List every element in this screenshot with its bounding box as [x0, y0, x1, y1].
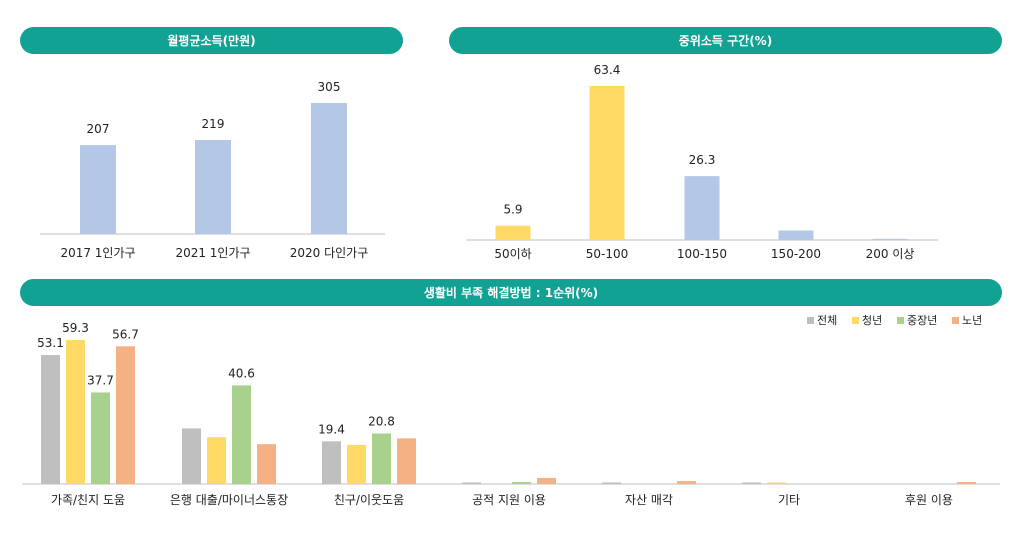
solution-bar-3-2: [397, 438, 416, 484]
median-bar-3: [778, 230, 814, 240]
legend-swatch-3: [952, 317, 959, 324]
income-category-label-0: 2017 1인가구: [60, 246, 135, 260]
solution-bar-0-3: [462, 482, 481, 484]
solution-value-label-0-0: 53.1: [37, 336, 64, 350]
income-bar-0: [80, 145, 116, 234]
solution-category-label-4: 자산 매각: [625, 493, 673, 507]
solution-bar-0-4: [602, 482, 621, 484]
solution-bar-3-4: [677, 481, 696, 484]
solution-bar-1-2: [347, 444, 366, 484]
solution-bar-1-1: [207, 437, 226, 484]
solution-value-label-1-0: 59.3: [62, 321, 89, 335]
solution-bar-1-0: [66, 340, 85, 484]
solution-category-label-3: 공적 지원 이용: [472, 493, 546, 507]
income-category-label-1: 2021 1인가구: [175, 246, 250, 260]
panel-header-monthly-income: 월평균소득(만원): [20, 27, 403, 54]
income-bar-1: [195, 139, 231, 234]
legend-swatch-2: [897, 317, 904, 324]
solution-bar-3-1: [257, 444, 276, 484]
solution-bar-2-1: [232, 385, 251, 484]
median-category-label-4: 200 이상: [866, 247, 915, 261]
income-category-label-2: 2020 다인가구: [290, 246, 369, 260]
legend-label-0: 전체: [817, 314, 837, 327]
legend-swatch-1: [852, 317, 859, 324]
legend-label-3: 노년: [962, 314, 982, 327]
panel-header-shortage-solution: 생활비 부족 해결방법 : 1순위(%): [20, 279, 1002, 306]
solution-value-label-2-1: 40.6: [228, 366, 255, 380]
solution-bar-0-0: [41, 355, 60, 484]
legend-swatch-0: [807, 317, 814, 324]
solution-category-label-5: 기타: [778, 493, 800, 507]
solution-value-label-2-2: 20.8: [368, 414, 395, 428]
solution-category-label-0: 가족/친지 도움: [51, 493, 125, 507]
median-bar-1: [589, 86, 625, 240]
solution-value-label-3-0: 56.7: [112, 327, 139, 341]
solution-category-label-2: 친구/이웃도움: [334, 493, 404, 507]
solution-bar-3-3: [537, 477, 556, 484]
solution-bar-0-2: [322, 441, 341, 484]
median-value-label-2: 26.3: [689, 153, 716, 167]
median-value-label-0: 5.9: [503, 203, 522, 217]
median-category-label-1: 50-100: [586, 247, 629, 261]
income-value-label-2: 305: [318, 80, 341, 94]
legend-label-1: 청년: [862, 314, 882, 327]
median-bar-2: [684, 176, 720, 240]
solution-bar-2-0: [91, 392, 110, 484]
solution-bar-3-6: [957, 482, 976, 484]
solution-category-label-6: 후원 이용: [905, 493, 953, 507]
median-category-label-2: 100-150: [677, 247, 727, 261]
income-bar-2: [311, 103, 347, 234]
solution-bar-0-1: [182, 428, 201, 484]
median-category-label-0: 50이하: [494, 247, 531, 261]
legend-label-2: 중장년: [907, 314, 937, 327]
solution-value-label-0-2: 19.4: [318, 422, 345, 436]
median-bar-0: [495, 225, 531, 240]
solution-bar-2-3: [512, 482, 531, 484]
panel-header-median-income: 중위소득 구간(%): [449, 27, 1002, 54]
median-category-label-3: 150-200: [771, 247, 821, 261]
median-bar-4: [872, 238, 908, 240]
solution-value-label-2-0: 37.7: [87, 373, 114, 387]
income-value-label-0: 207: [87, 122, 110, 136]
solution-bar-1-5: [767, 482, 786, 484]
solution-bar-3-0: [116, 346, 135, 484]
solution-bar-0-5: [742, 482, 761, 484]
median-value-label-1: 63.4: [594, 63, 621, 77]
solution-category-label-1: 은행 대출/마이너스통장: [170, 492, 288, 507]
solution-bar-2-2: [372, 433, 391, 484]
income-value-label-1: 219: [202, 117, 225, 131]
